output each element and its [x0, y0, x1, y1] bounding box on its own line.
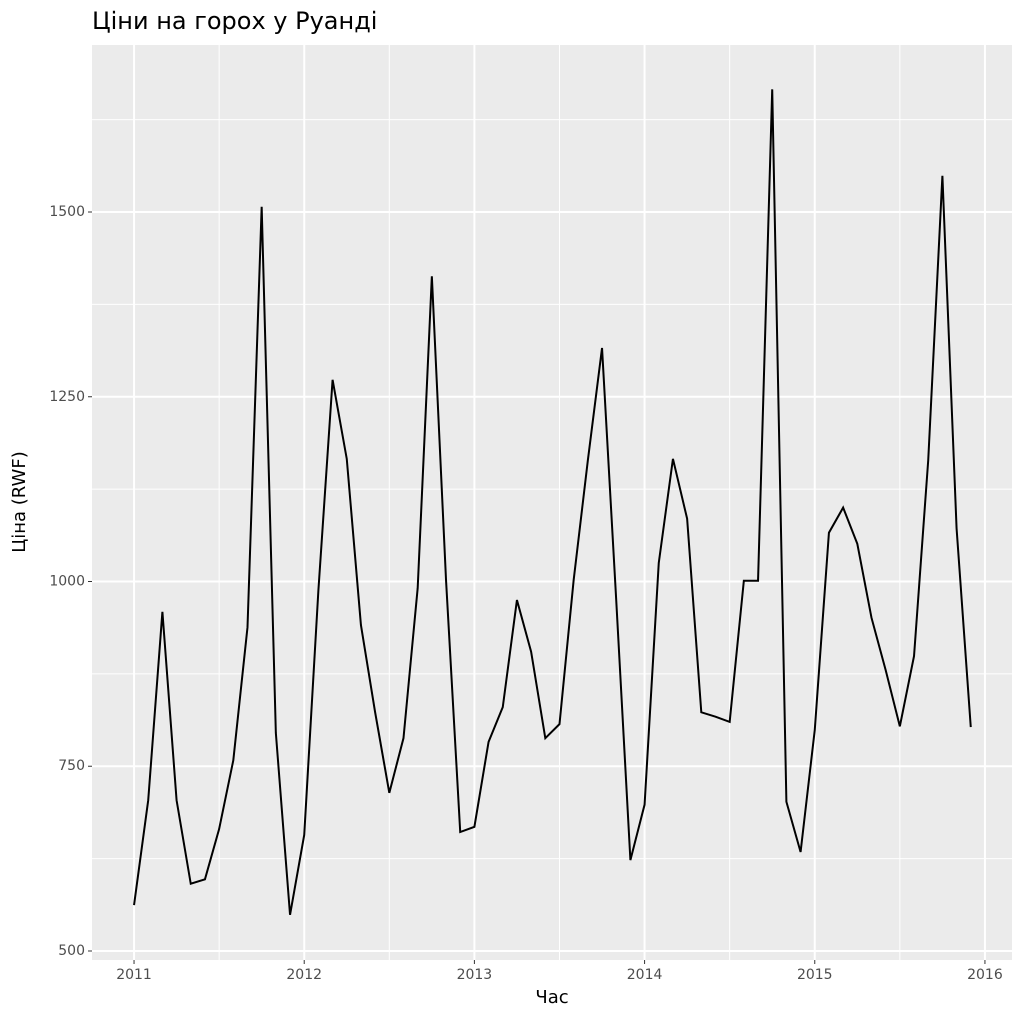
x-tick-label: 2011 [116, 967, 152, 983]
line-series [133, 89, 972, 915]
x-tick-label: 2014 [627, 967, 663, 983]
x-tick-label: 2016 [967, 967, 1003, 983]
y-tick-label: 1000 [49, 573, 85, 589]
x-axis-title: Час [535, 987, 568, 1008]
x-tick-label: 2015 [797, 967, 833, 983]
x-tick-label: 2012 [286, 967, 322, 983]
y-tick-label: 1500 [49, 204, 85, 220]
x-tick-label: 2013 [457, 967, 493, 983]
plot-panel [92, 45, 1012, 960]
y-tick-label: 750 [58, 758, 85, 774]
y-axis-title: Ціна (RWF) [9, 451, 30, 552]
y-tick-label: 500 [58, 943, 85, 959]
y-tick-label: 1250 [49, 389, 85, 405]
chart-title: Ціни на горох у Руанді [92, 7, 377, 35]
